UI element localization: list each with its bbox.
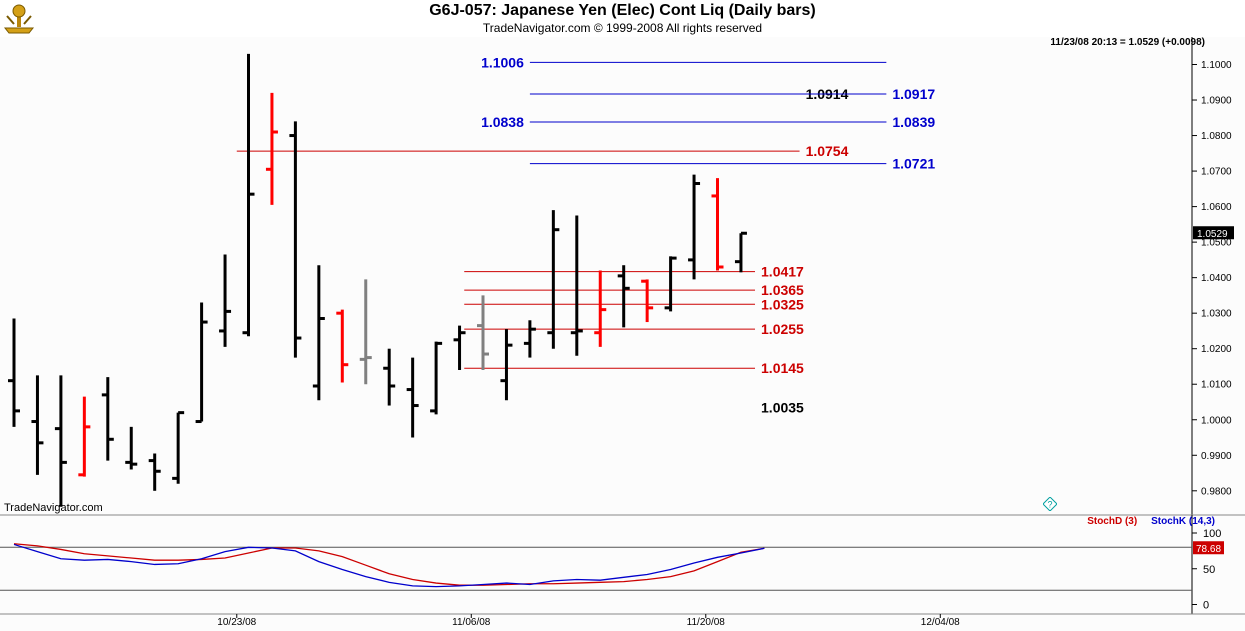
timestamp-readout: 11/23/08 20:13 = 1.0529 (+0.0098) xyxy=(1050,37,1205,48)
price-tick-label: 1.0800 xyxy=(1201,131,1232,142)
price-pane: 1.1000 1.0900 1.0800 1.0700 1.0600 1.0500 1.04… xyxy=(0,37,1245,516)
ohlc-bar xyxy=(148,453,161,491)
ohlc-bar xyxy=(617,265,630,328)
last-price-tag xyxy=(1193,226,1234,240)
ohlc-bar xyxy=(359,279,372,385)
price-tick-label: 1.0600 xyxy=(1201,202,1232,213)
price-tick-label: 1.0000 xyxy=(1201,415,1232,426)
svg-text:?: ? xyxy=(1047,500,1052,510)
level-label: 1.0754 xyxy=(806,143,849,159)
level-label: 1.1006 xyxy=(481,54,524,70)
ohlc-bar xyxy=(383,348,396,406)
ohlc-bar xyxy=(711,178,724,271)
time-tick-label: 11/06/08 xyxy=(452,617,491,628)
price-tick-label: 1.0400 xyxy=(1201,273,1232,284)
last-price-label: 1.0529 xyxy=(1197,229,1228,240)
stoch-last-label: 78.68 xyxy=(1196,544,1221,555)
stochastic-legend: StochD (3) StochK (14,3) xyxy=(1087,516,1215,527)
stoch-last-tag xyxy=(1193,541,1224,555)
help-diamond-icon[interactable]: ? xyxy=(1043,497,1057,511)
stoch-tick-label: 100 xyxy=(1203,528,1221,540)
ohlc-bar xyxy=(664,256,677,312)
price-tick-label: 1.0500 xyxy=(1201,238,1232,249)
level-label: 1.0365 xyxy=(761,282,804,298)
stoch-series-line xyxy=(13,543,765,586)
ohlc-bar xyxy=(594,270,607,347)
ohlc-bar xyxy=(500,329,513,401)
ohlc-bar xyxy=(688,174,701,280)
ohlc-bar xyxy=(265,92,278,205)
ohlc-bar xyxy=(570,215,583,356)
ohlc-bar xyxy=(289,121,302,358)
level-label: 1.0917 xyxy=(892,86,935,102)
price-tick-label: 1.1000 xyxy=(1201,60,1232,71)
legend-stochd: StochD (3) xyxy=(1087,516,1138,527)
ohlc-bar xyxy=(312,265,325,401)
stoch-tick-label: 0 xyxy=(1203,600,1209,612)
ohlc-bar xyxy=(336,309,349,383)
ship-wheel-logo-icon xyxy=(3,4,35,34)
level-label: 1.0145 xyxy=(761,360,804,376)
price-tick-label: 1.0700 xyxy=(1201,167,1232,178)
stoch-series-line xyxy=(13,543,765,588)
copyright-text: TradeNavigator.com © 1999-2008 All right… xyxy=(482,21,763,35)
ohlc-bar xyxy=(641,279,654,323)
ohlc-bar xyxy=(406,357,419,438)
price-tick-label: 1.0200 xyxy=(1201,344,1232,355)
ohlc-bar xyxy=(195,302,208,424)
time-axis: 10/23/08 11/06/08 11/20/08 12/04/08 xyxy=(0,613,1245,628)
legend-stochk: StochK (14,3) xyxy=(1151,516,1215,527)
ohlc-bar xyxy=(477,295,489,371)
price-tick-label: 1.0300 xyxy=(1201,309,1232,320)
level-label: 1.0838 xyxy=(481,114,524,130)
chart-title: G6J-057: Japanese Yen (Elec) Cont Liq (D… xyxy=(429,2,816,19)
ohlc-bar xyxy=(101,377,114,461)
ohlc-bar xyxy=(219,254,232,347)
brand-text: TradeNavigator.com xyxy=(4,502,103,514)
ohlc-bar xyxy=(125,426,138,470)
ohlc-bar xyxy=(734,231,747,273)
ohlc-bar xyxy=(54,375,67,507)
ohlc-bar xyxy=(31,375,44,475)
price-tick-label: 0.9900 xyxy=(1201,451,1232,462)
level-label: 1.0255 xyxy=(761,321,804,337)
ohlc-bar xyxy=(453,325,466,371)
ohlc-bar xyxy=(547,210,560,349)
level-label: 1.0325 xyxy=(761,296,804,312)
ohlc-bar xyxy=(523,320,536,358)
level-label: 1.0417 xyxy=(761,264,804,280)
time-tick-label: 11/20/08 xyxy=(687,617,726,628)
ohlc-bar xyxy=(430,341,443,415)
price-tick-label: 0.9800 xyxy=(1201,486,1232,497)
ohlc-bar xyxy=(242,53,255,337)
ohlc-bar xyxy=(78,396,91,477)
ohlc-bar xyxy=(172,411,185,484)
price-tick-label: 1.0100 xyxy=(1201,380,1232,391)
level-label: 1.0035 xyxy=(761,399,804,415)
level-label: 1.0839 xyxy=(892,114,935,130)
price-tick-label: 1.0900 xyxy=(1201,96,1232,107)
time-tick-label: 12/04/08 xyxy=(921,617,960,628)
stoch-tick-label: 50 xyxy=(1203,564,1215,576)
level-label: 1.0721 xyxy=(892,156,935,172)
time-tick-label: 10/23/08 xyxy=(217,617,256,628)
ohlc-bar xyxy=(8,318,20,427)
stochastic-pane: 100 50 0 78.68 xyxy=(0,515,1224,614)
